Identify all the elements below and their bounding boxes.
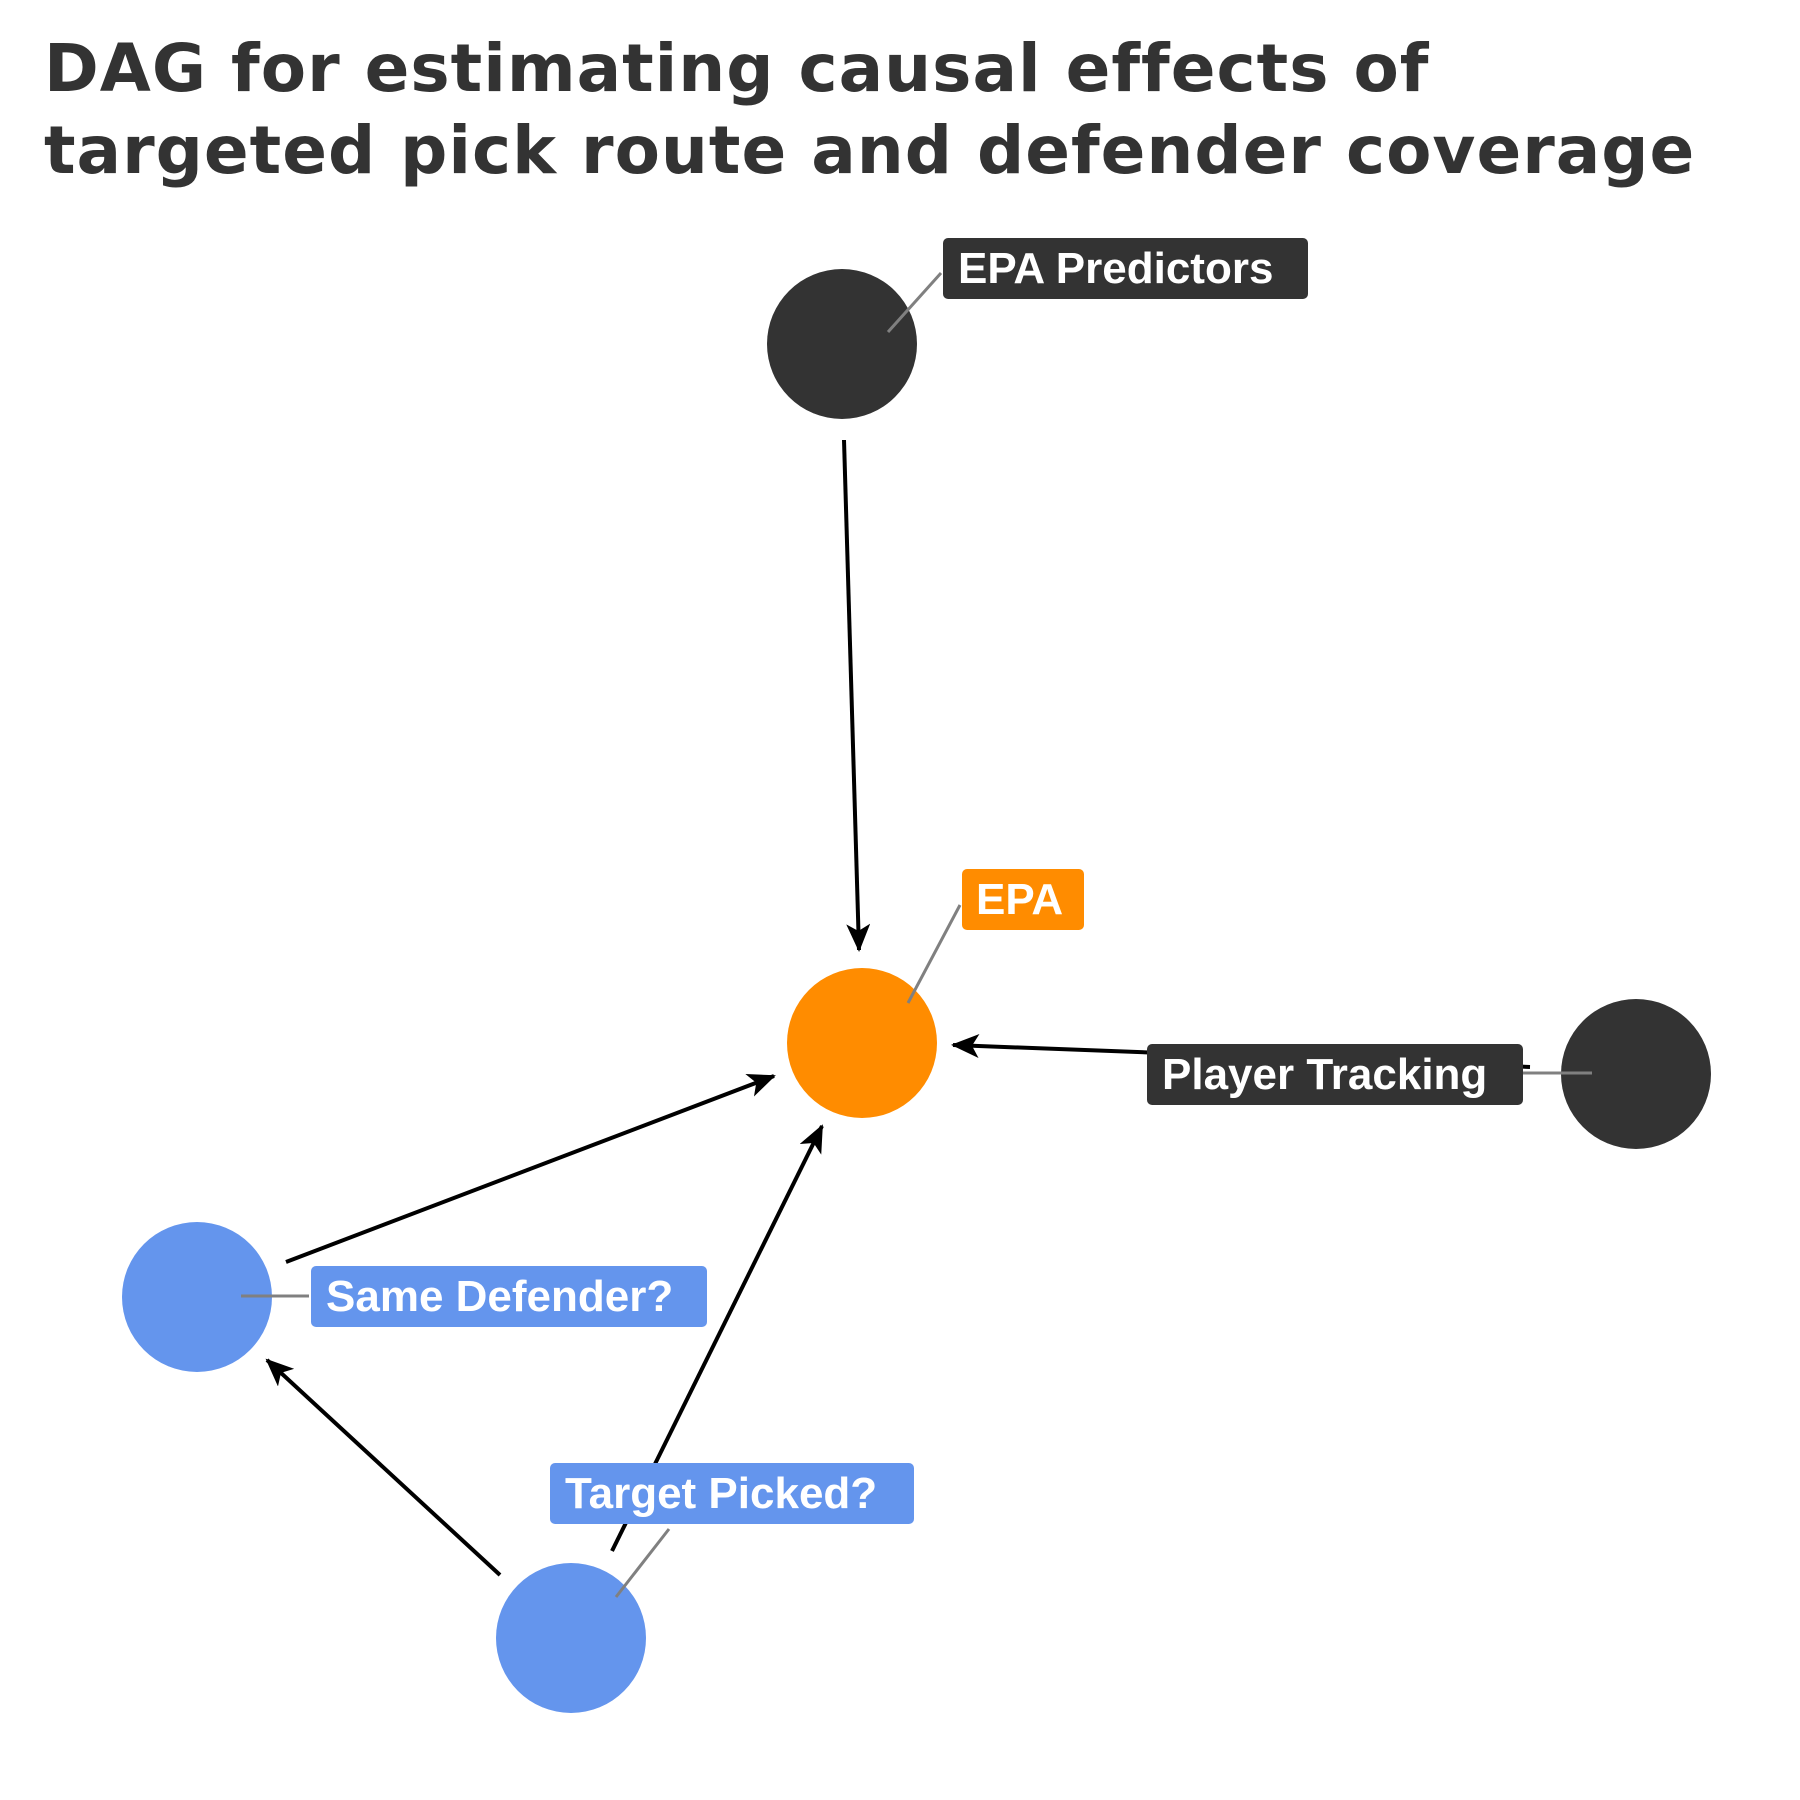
- nodes: [122, 269, 1711, 1713]
- label-player-tracking-text: Player Tracking: [1162, 1050, 1487, 1099]
- node-player-tracking[interactable]: [1561, 999, 1711, 1149]
- label-target-picked: Target Picked?: [550, 1463, 914, 1524]
- node-target-picked[interactable]: [496, 1563, 646, 1713]
- node-labels: EPA Predictors EPA Player Tracking Same …: [311, 238, 1523, 1524]
- title-line-1: DAG for estimating causal effects of: [44, 30, 1430, 107]
- label-epa-predictors-text: EPA Predictors: [958, 244, 1273, 293]
- leader-target-picked: [614, 1528, 671, 1598]
- label-same-defender-text: Same Defender?: [326, 1272, 673, 1321]
- title-line-2: targeted pick route and defender coverag…: [44, 112, 1696, 189]
- edge-same-defender-to-epa: [285, 1074, 776, 1264]
- edge-target-picked-to-same-defender: [265, 1358, 502, 1577]
- leader-epa: [906, 904, 962, 1004]
- label-player-tracking: Player Tracking: [1147, 1044, 1523, 1105]
- label-same-defender: Same Defender?: [311, 1266, 707, 1327]
- node-same-defender[interactable]: [122, 1222, 272, 1372]
- label-epa-predictors: EPA Predictors: [943, 238, 1308, 299]
- label-leaders: [241, 271, 1592, 1598]
- diagram-title: DAG for estimating causal effects of tar…: [44, 28, 1764, 192]
- label-target-picked-text: Target Picked?: [565, 1469, 877, 1518]
- label-epa-text: EPA: [976, 875, 1063, 924]
- edge-epa-predictors-to-epa: [842, 439, 871, 952]
- label-epa: EPA: [962, 869, 1084, 930]
- node-epa-predictors[interactable]: [767, 269, 917, 419]
- node-epa[interactable]: [787, 968, 937, 1118]
- leader-epa-predictors: [886, 271, 943, 334]
